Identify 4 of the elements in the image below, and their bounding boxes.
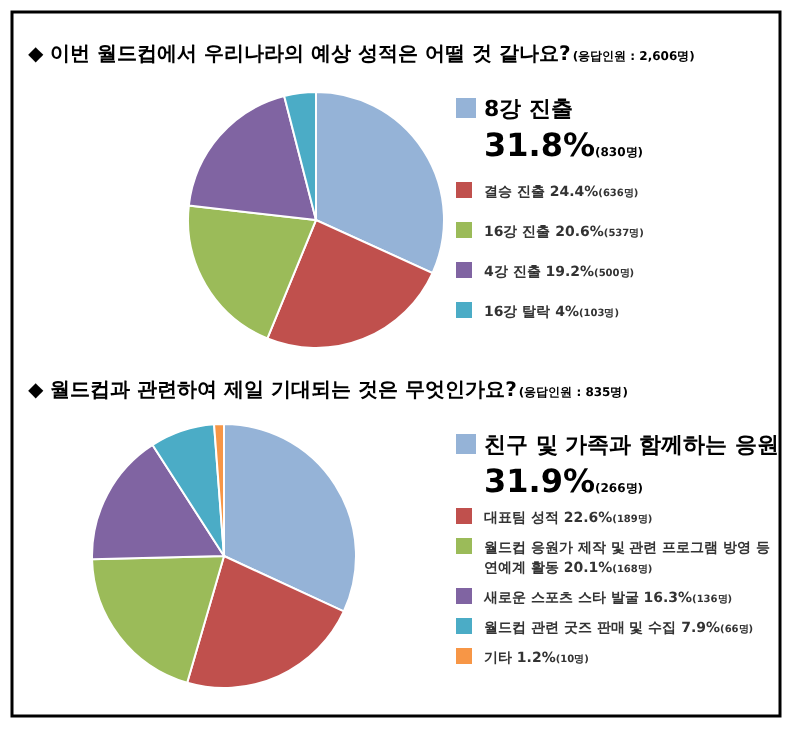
chart-title: ◆ 이번 월드컵에서 우리나라의 예상 성적은 어떨 것 같나요? [28, 44, 572, 66]
chart-title: ◆ 월드컵과 관련하여 제일 기대되는 것은 무엇인가요? [28, 380, 518, 402]
legend-label: 8강 진출 [484, 96, 573, 122]
legend-label: 친구 및 가족과 함께하는 응원 [484, 432, 779, 458]
